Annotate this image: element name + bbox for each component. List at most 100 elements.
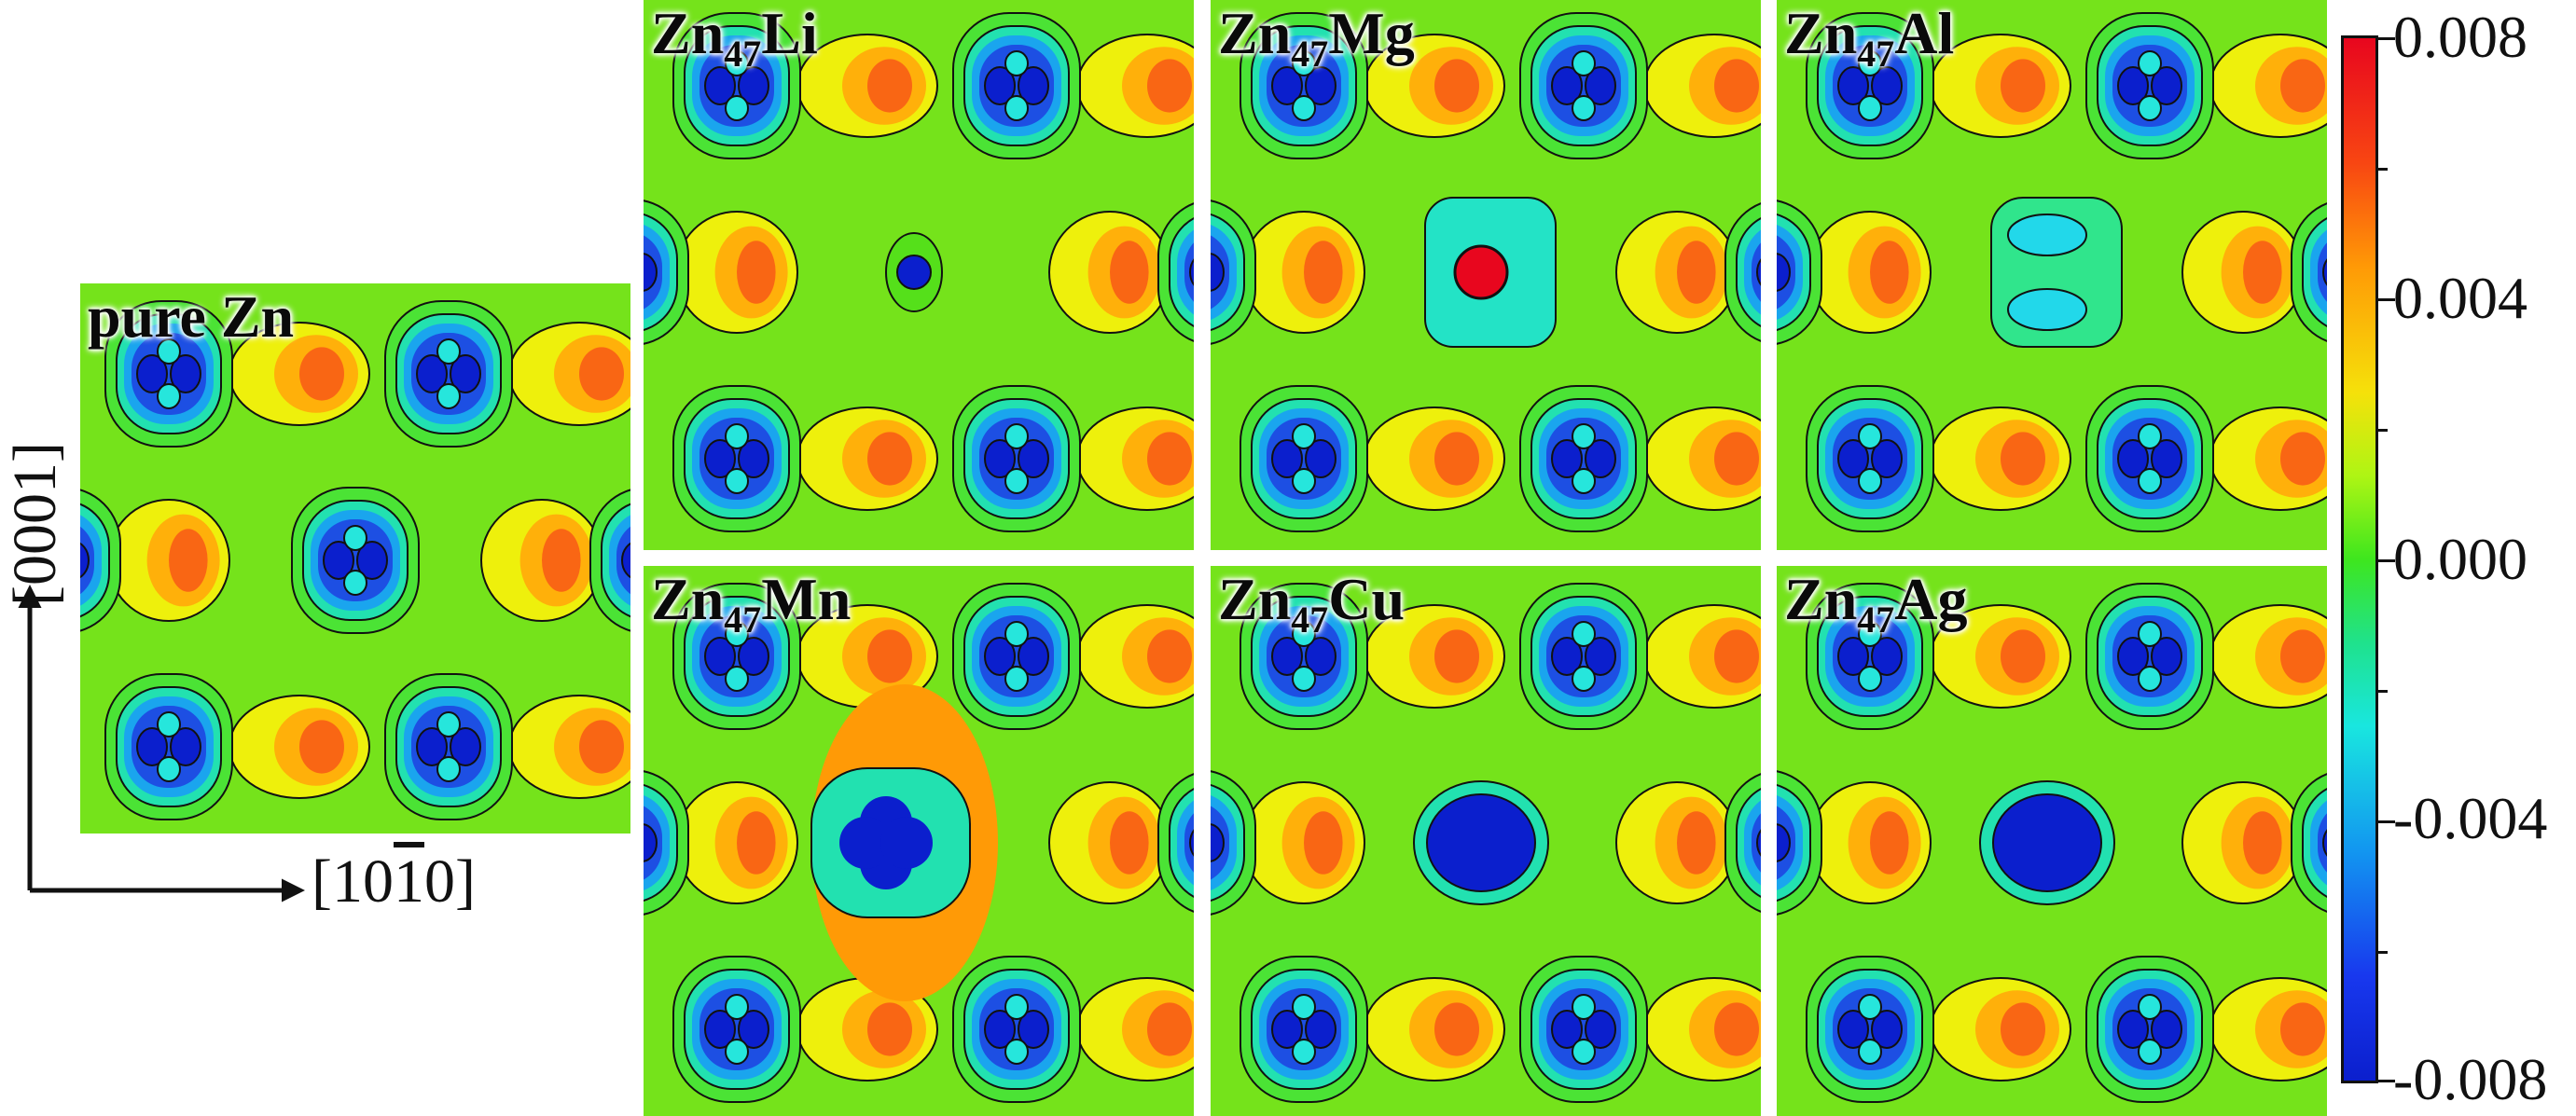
axis-label-horizontal-bar: 1 — [393, 847, 424, 916]
lobe — [725, 621, 749, 647]
contour-warm — [1434, 59, 1479, 113]
lobe — [984, 1010, 1016, 1049]
colorbar-tick-minor — [2378, 690, 2388, 693]
atom-core — [411, 333, 486, 415]
colorbar-label-upper: 0.004 — [2393, 265, 2528, 331]
lobe — [157, 338, 181, 365]
contour-map-zn47al — [1777, 0, 2327, 550]
lobe — [738, 66, 769, 105]
lobe — [1871, 439, 1903, 478]
lobe — [1004, 50, 1029, 76]
lobe — [356, 541, 388, 580]
lobe — [1858, 468, 1882, 494]
lobe — [2138, 666, 2162, 692]
panel-label-sub: 47 — [724, 33, 762, 75]
lobe — [1305, 637, 1336, 676]
contour-warm — [1110, 811, 1149, 875]
lobe — [2138, 95, 2162, 121]
contour-warm — [1870, 241, 1909, 304]
lobe — [1572, 95, 1596, 121]
atom-core — [1833, 418, 1907, 500]
contour-warm — [299, 347, 344, 401]
panel-label-tail: Cu — [1328, 566, 1406, 632]
lobe — [2117, 637, 2149, 676]
solute-lobe — [2007, 288, 2087, 331]
colorbar-tick-major — [2378, 559, 2395, 562]
atom-core — [1267, 988, 1341, 1070]
lobe — [1292, 621, 1316, 647]
contour-warm — [2001, 629, 2045, 683]
atom-core — [699, 988, 774, 1070]
lobe — [704, 637, 736, 676]
panel-label-sub: 47 — [724, 599, 762, 641]
lobe — [1572, 1039, 1596, 1065]
lobe — [416, 727, 448, 766]
lobe — [1572, 50, 1596, 76]
lobe — [450, 727, 481, 766]
axis-label-0001: [0001] — [0, 442, 71, 606]
lobe — [1004, 666, 1029, 692]
atom-core — [979, 418, 1054, 500]
contour-map-zn47li — [644, 0, 1194, 550]
contour-warm — [1714, 432, 1759, 486]
lobe — [1837, 439, 1869, 478]
contour-warm — [1434, 432, 1479, 486]
lobe — [1292, 468, 1316, 494]
contour-warm — [2243, 811, 2282, 875]
contour-warm — [1714, 1002, 1759, 1056]
lobe — [2138, 50, 2162, 76]
contour-warm — [579, 720, 624, 774]
panel-zn47li: Zn47Li — [644, 0, 1194, 550]
atom-core — [699, 615, 774, 697]
lobe — [416, 354, 448, 393]
atom-core — [1267, 418, 1341, 500]
contour-warm — [1677, 241, 1716, 304]
atom-core — [132, 333, 206, 415]
solute-core — [896, 255, 932, 290]
lobe — [1004, 95, 1029, 121]
lobe — [1858, 423, 1882, 449]
panel-label-pure-zn: pure Zn — [88, 283, 294, 351]
lobe — [2151, 439, 2182, 478]
contour-warm — [867, 59, 912, 113]
atom-core — [318, 519, 393, 601]
panel-label-sub: 47 — [1291, 599, 1329, 641]
lobe — [436, 711, 461, 737]
lobe — [1305, 1010, 1336, 1049]
lobe — [436, 338, 461, 365]
lobe — [984, 66, 1016, 105]
lobe — [2138, 468, 2162, 494]
contour-warm — [2001, 432, 2045, 486]
axis-label-vertical-text: [0001] — [1, 442, 69, 606]
contour-warm — [299, 720, 344, 774]
lobe — [1551, 66, 1583, 105]
lobe — [2151, 1010, 2182, 1049]
contour-warm — [1147, 629, 1192, 683]
lobe — [621, 542, 630, 579]
contour-warm — [2243, 241, 2282, 304]
atom-core — [979, 615, 1054, 697]
contour-warm — [1714, 629, 1759, 683]
panel-label-tail: Mn — [761, 566, 852, 632]
lobe — [2138, 1039, 2162, 1065]
panel-label-main: Zn — [651, 0, 725, 66]
atom-core — [1833, 45, 1907, 127]
contour-warm — [1304, 241, 1343, 304]
contour-warm — [2280, 432, 2325, 486]
lobe — [738, 1010, 769, 1049]
contour-warm — [1714, 59, 1759, 113]
lobe — [1777, 823, 1791, 862]
panel-label-tail: Mg — [1328, 0, 1415, 66]
lobe — [725, 95, 749, 121]
lobe — [1871, 637, 1903, 676]
panel-label-main: Zn — [1784, 0, 1858, 66]
lobe — [1271, 637, 1303, 676]
lobe — [1756, 829, 1761, 857]
contour-warm — [737, 241, 776, 304]
colorbar-tick-major — [2378, 37, 2395, 40]
panel-label-main: Zn — [1784, 566, 1858, 632]
lobe — [1871, 66, 1903, 105]
contour-warm — [867, 432, 912, 486]
panel-zn47mg: Zn47Mg — [1211, 0, 1761, 550]
colorbar-tick-major — [2378, 1080, 2395, 1082]
